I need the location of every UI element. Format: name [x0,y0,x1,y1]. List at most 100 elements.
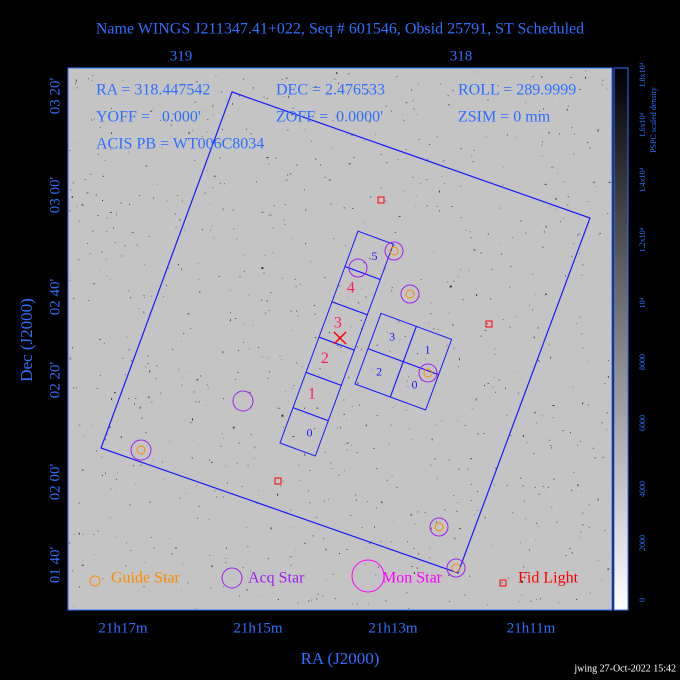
star-dot [183,332,185,334]
star-dot [287,174,289,176]
star-dot [69,542,71,544]
star-dot [81,564,84,566]
star-dot [218,275,220,277]
star-dot [579,88,581,90]
star-dot [145,165,148,167]
star-dot [223,183,225,185]
star-dot [587,142,589,144]
star-dot [495,391,497,393]
star-dot [582,402,584,405]
star-dot [480,335,482,337]
star-dot [102,200,104,202]
star-dot [346,449,348,451]
star-dot [429,547,431,549]
star-dot [335,115,337,118]
star-dot [266,157,269,159]
star-dot [270,214,272,216]
star-dot [607,212,609,214]
star-dot [573,243,575,245]
star-dot [105,258,107,260]
star-dot [375,133,377,136]
star-dot [526,93,528,95]
star-dot [550,445,552,447]
star-dot [403,120,405,122]
s-chip [344,230,394,281]
star-dot [179,497,181,499]
star-dot [447,104,450,106]
star-dot [287,129,289,131]
star-dot [180,589,182,591]
star-dot [325,548,327,551]
star-dot [405,102,408,104]
star-dot [272,227,274,229]
star-dot [177,195,179,197]
legend: Guide Star Acq Star Mon Star Fid Light [89,559,579,593]
star-dot [194,101,196,103]
aimpoint [333,331,347,345]
star-dot [238,276,241,278]
star-dot [174,213,176,215]
guide-star [389,246,399,256]
star-dot [130,550,132,552]
star-dot [180,340,182,342]
star-dot [212,104,214,107]
star-dot [475,398,477,401]
star-dot [291,329,293,331]
star-dot [418,296,420,298]
star-dot [247,294,250,296]
star-dot [206,169,208,171]
star-dot [403,190,406,192]
star-dot [105,439,107,441]
star-dot [519,542,521,544]
s-chip-label: 4 [347,279,355,296]
star-dot [270,527,272,530]
star-dot [278,407,281,409]
star-dot [490,298,492,300]
star-dot [143,562,145,564]
star-dot [336,72,338,75]
star-dot [416,353,418,355]
star-dot [458,528,461,530]
star-dot [548,439,550,441]
star-dot [516,372,518,374]
star-dot [182,563,184,565]
star-dot [198,278,200,280]
star-dot [261,299,263,301]
star-dot [78,532,80,535]
star-dot [235,317,237,319]
star-dot [544,492,546,494]
star-dot [539,598,541,600]
star-dot [91,80,93,82]
star-dot [73,298,75,300]
i-chip-label: 0 [411,378,417,392]
star-dot [455,538,457,540]
star-dot [106,231,108,233]
star-dot [413,572,415,575]
star-dot [530,85,532,87]
star-dot [356,452,358,454]
star-dot [429,143,431,145]
star-dot [198,400,200,403]
star-dot [153,197,155,199]
star-dot [162,296,164,298]
star-dot [361,526,363,528]
star-dot [298,464,300,466]
star-dot [181,200,183,202]
star-dot [106,217,108,219]
star-dot [457,276,459,278]
star-dot [120,436,122,439]
star-dot [181,376,183,378]
star-dot [374,526,376,529]
star-dot [416,113,418,115]
star-dot [206,384,208,386]
star-dot [365,296,367,298]
star-dot [501,582,503,584]
star-dot [78,586,80,588]
star-dot [72,570,74,572]
star-dot [334,78,336,80]
star-dot [528,304,530,306]
legend-guide: Guide Star [111,570,181,587]
star-dot [441,420,443,422]
star-dot [576,444,578,446]
fid-light [274,477,282,485]
